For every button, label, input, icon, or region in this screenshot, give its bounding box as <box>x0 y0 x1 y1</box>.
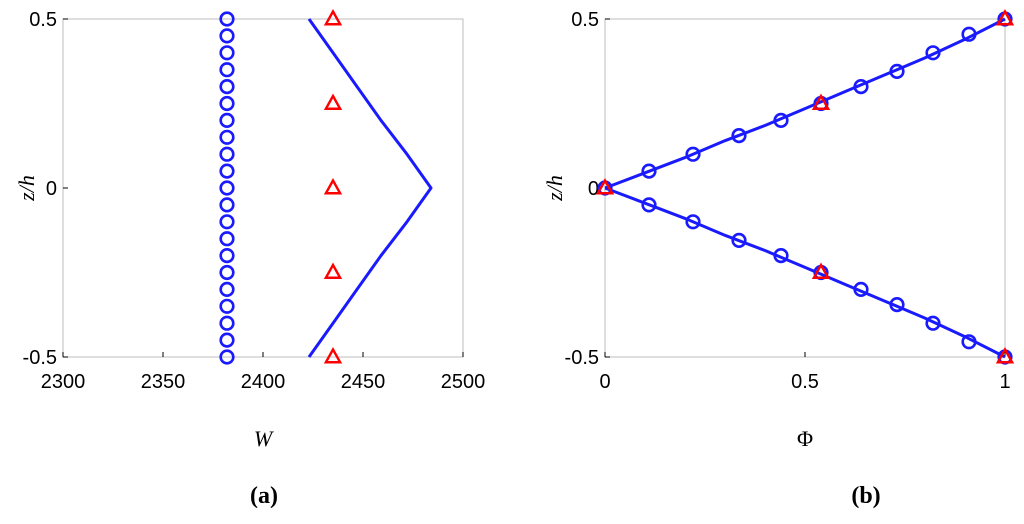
panel-b-circle-marker <box>685 214 701 230</box>
panel-b-ytick-label: -0.5 <box>565 347 599 369</box>
panel-b-ytick-label: 0.5 <box>571 9 599 31</box>
panel-b-circle-marker <box>731 232 747 248</box>
panel-a-circle-marker <box>219 95 235 112</box>
panel-b-circle-marker <box>773 112 789 128</box>
panel-b-ylabel: z/h <box>542 175 567 202</box>
panel-a-circle-marker <box>219 11 235 27</box>
panel-a-circle-marker <box>219 45 235 61</box>
panel-a-plot-area <box>62 18 464 358</box>
panel-b-circle-marker <box>773 248 789 264</box>
panel-a-xtick-label: 2500 <box>441 371 486 393</box>
panel-b-triangle-marker <box>811 262 831 279</box>
panel-b-circle-marker <box>925 45 941 61</box>
panel-a-circle-marker <box>219 264 235 281</box>
panel-b: 0 0.5 1-0.500.5 Φ z/h (b) <box>542 9 1015 509</box>
panel-b-circle-marker <box>641 197 657 213</box>
panel-b-circle-marker <box>889 297 905 313</box>
panel-a-circle-marker <box>219 180 235 196</box>
panel-a-circle-marker <box>219 231 235 247</box>
panel-a-circle-marker <box>219 332 235 348</box>
panel-a-circle-marker <box>219 281 235 298</box>
panel-a-ytick-label: -0.5 <box>23 347 57 369</box>
panel-a-triangle-marker <box>323 262 343 279</box>
panel-a-circle-marker <box>219 248 235 264</box>
panel-b-triangle-marker <box>995 347 1015 364</box>
panel-b-circle-marker <box>853 78 869 95</box>
panel-a-xtick-label: 2350 <box>141 371 186 393</box>
panel-a-circle-marker <box>219 349 235 365</box>
panel-a-circle-marker <box>219 214 235 230</box>
panel-a-circle-marker <box>219 28 235 44</box>
panel-a-triangle-marker <box>323 347 343 364</box>
panel-a-label: (a) <box>250 483 278 509</box>
panel-b-triangle-marker <box>995 9 1015 26</box>
panel-a-xtick-label: 2450 <box>341 371 386 393</box>
panel-a: 2300 2350 2400 2450 2500 -0.5 0 0.5 W z/h (a) <box>14 9 485 509</box>
panel-b-xtick-label: 1 <box>999 371 1010 393</box>
panel-b-circle-marker <box>889 63 905 79</box>
panel-a-ytick-label: 0.5 <box>29 9 57 31</box>
panel-a-circle-marker <box>219 197 235 213</box>
panel-a-circle-marker <box>219 163 235 179</box>
panel-a-circle-marker <box>219 112 235 128</box>
panel-b-circle-marker <box>961 26 977 42</box>
panel-b-circle-marker <box>853 281 869 298</box>
panel-a-ytick-label: 0 <box>46 178 57 200</box>
panel-a-circle-marker <box>219 78 235 95</box>
panel-a-axis-ticks: 2300 2350 2400 2450 2500 -0.5 0 0.5 <box>23 9 486 393</box>
panel-b-circle-marker <box>731 128 747 144</box>
panel-b-label: (b) <box>851 483 880 509</box>
panel-b-circle-marker <box>685 146 701 162</box>
panel-a-ylabel: z/h <box>14 175 39 202</box>
panel-a-circle-marker <box>219 129 235 145</box>
panel-b-circle-marker <box>641 163 657 179</box>
panel-b-axis-ticks: 0 0.5 1-0.500.5 <box>565 9 1011 393</box>
panel-b-plot-area <box>604 18 1006 358</box>
panel-a-xtick-label: 2300 <box>41 371 86 393</box>
panel-b-ytick-label: 0 <box>588 178 599 200</box>
panel-a-triangle-marker <box>323 9 343 26</box>
panel-b-xlabel: Φ <box>797 426 813 451</box>
panel-b-triangle-marker <box>811 93 831 110</box>
panel-b-circle-marker <box>961 334 977 350</box>
panel-b-series <box>595 9 1015 365</box>
panel-a-triangle-marker <box>323 93 343 110</box>
panel-a-series <box>219 9 433 365</box>
panel-b-triangle-marker <box>595 178 615 195</box>
panel-b-xtick-label: 0 <box>599 371 610 393</box>
panel-a-circle-marker <box>219 146 235 162</box>
panel-a-circle-marker <box>219 298 235 314</box>
panel-a-xtick-label: 2400 <box>241 371 286 393</box>
panel-a-xlabel: W <box>254 426 274 451</box>
panel-b-xtick-label: 0.5 <box>791 371 819 393</box>
panel-a-series-line <box>307 18 433 358</box>
panel-b-circle-marker <box>925 315 941 331</box>
panel-a-triangle-marker <box>323 178 343 195</box>
panel-a-circle-marker <box>219 62 235 78</box>
panel-a-circle-marker <box>219 315 235 331</box>
